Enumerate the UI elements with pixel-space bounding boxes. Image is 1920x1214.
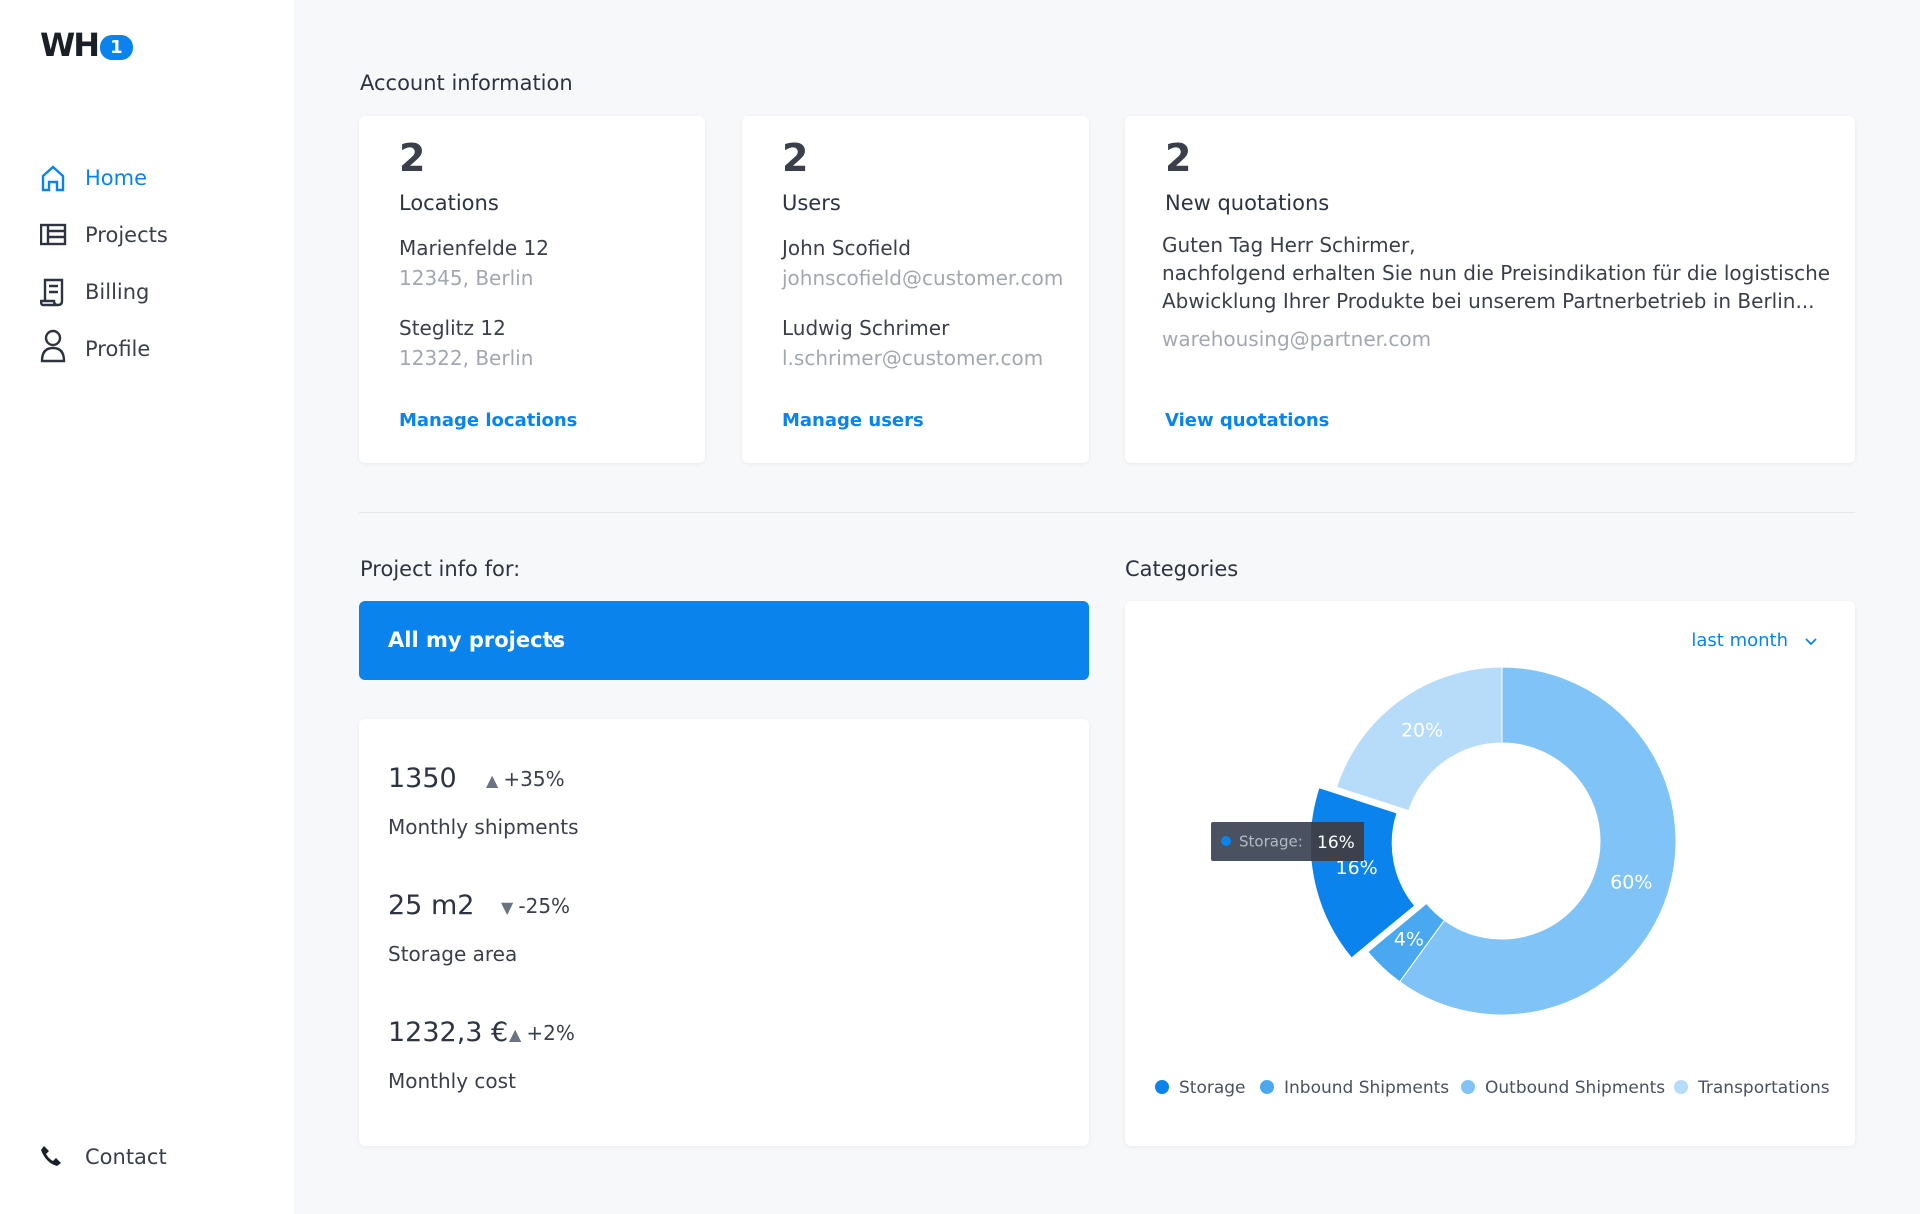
logo[interactable]: WH 1 [40, 26, 133, 64]
trend-arrow: ▼ [501, 898, 519, 917]
section-title: Account information [360, 71, 573, 95]
legend-dot [1674, 1080, 1688, 1094]
stat-label: Monthly shipments [388, 815, 579, 839]
period-selector[interactable]: last month [1691, 630, 1788, 651]
slice-label: 4% [1394, 929, 1424, 951]
tooltip-dot [1221, 836, 1231, 846]
nav-icons [40, 165, 67, 363]
chevron [1805, 638, 1817, 646]
tooltip: Storage: 16% [1211, 822, 1364, 861]
card-label: Locations [399, 191, 499, 215]
legend-dot [1155, 1080, 1169, 1094]
item-name: Ludwig Schrimer [782, 316, 950, 340]
stat-value: 1350 [388, 763, 457, 794]
section-title: Categories [1125, 557, 1239, 581]
count: 2 [399, 136, 426, 180]
legend-label: Inbound Shipments [1284, 1078, 1449, 1098]
projects-icon [40, 223, 67, 246]
tooltip-value: 16% [1317, 833, 1355, 853]
card-label: New quotations [1165, 191, 1330, 215]
slice-label: 16% [1336, 857, 1378, 879]
stat-value: 1232,3 € [388, 1017, 509, 1048]
selector-text: All my projects [388, 628, 566, 652]
stat-value: 25 m2 [388, 890, 475, 921]
divider [359, 512, 1855, 513]
item-name: John Scofield [782, 236, 911, 260]
item-detail: johnscofield@customer.com [782, 266, 1064, 290]
item-name: Steglitz 12 [399, 316, 506, 340]
stats-card: 1350 ▲ +35% Monthly shipments 25 m2 ▼ -25% St… [359, 719, 1089, 1146]
section-title: Project info for: [360, 557, 521, 581]
project-selector[interactable]: All my projects [359, 601, 1089, 680]
slice-label: 60% [1610, 872, 1652, 894]
legend-dot [1461, 1080, 1475, 1094]
item-name: Marienfelde 12 [399, 236, 549, 260]
card-label: Users [782, 191, 841, 215]
slice [1335, 666, 1503, 812]
card-link[interactable]: View quotations [1165, 410, 1330, 431]
legend-label: Storage [1179, 1078, 1246, 1098]
logo-text: WH [40, 26, 100, 64]
chart-card: last month 16% 4% 60% 20% Storage: 16% Storage… [1125, 601, 1855, 1146]
legend-dot [1260, 1080, 1274, 1094]
count: 2 [1165, 136, 1192, 180]
item-detail: 12322, Berlin [399, 346, 534, 370]
locations-card: 2 Locations Marienfelde 12 12345, Berlin Ste… [359, 116, 705, 463]
legend-label: Outbound Shipments [1485, 1078, 1665, 1098]
nav-item[interactable]: Profile [85, 337, 151, 361]
users-card: 2 Users John Scofield johnscofield@customer… [742, 116, 1089, 463]
message-line: nachfolgend erhalten Sie nun die Preisin… [1162, 261, 1831, 285]
card-link[interactable]: Manage users [782, 410, 924, 431]
message-line: Guten Tag Herr Schirmer, [1162, 233, 1416, 257]
nav-item[interactable]: Projects [85, 223, 168, 247]
stat-label: Storage area [388, 942, 518, 966]
slice [1399, 666, 1677, 1016]
nav-item[interactable]: Billing [85, 280, 150, 304]
logo-badge: 1 [100, 34, 133, 60]
item-detail: 12345, Berlin [399, 266, 534, 290]
email: warehousing@partner.com [1162, 327, 1432, 351]
item-detail: l.schrimer@customer.com [782, 346, 1044, 370]
stat-change: ▲ +2% [509, 1021, 575, 1045]
tooltip-label: Storage: [1239, 833, 1303, 851]
home-icon [41, 165, 65, 192]
change-text: -25% [518, 894, 571, 918]
nav-contact[interactable]: Contact [85, 1145, 167, 1169]
nav-item[interactable]: Home [85, 166, 148, 190]
billing-icon [40, 278, 64, 307]
sidebar: WH 1 Contact Home Projects Billing Profile [0, 0, 294, 1214]
message-line: Abwicklung Ihrer Produkte bei unserem Pa… [1162, 289, 1815, 313]
trend-arrow: ▲ [509, 1025, 527, 1044]
quotations-card: 2 New quotations Guten Tag Herr Schirmer, n… [1125, 116, 1855, 463]
profile-icon [44, 329, 62, 347]
chevron [547, 635, 561, 645]
stat-change: ▼ -25% [501, 894, 570, 918]
card-link[interactable]: Manage locations [399, 410, 578, 431]
count: 2 [782, 136, 809, 180]
stat-label: Monthly cost [388, 1069, 516, 1093]
stat-change: ▲ +35% [486, 767, 565, 791]
legend-label: Transportations [1697, 1078, 1830, 1098]
donut-chart: 16% 4% 60% 20% Storage: 16% Storage Inbound Shi… [1155, 666, 1830, 1098]
change-text: +35% [503, 767, 565, 791]
contact-icon [41, 1146, 61, 1166]
tooltip-value-bg [1311, 822, 1364, 861]
trend-arrow: ▲ [486, 771, 504, 790]
change-text: +2% [526, 1021, 575, 1045]
slice-label: 20% [1401, 719, 1443, 741]
